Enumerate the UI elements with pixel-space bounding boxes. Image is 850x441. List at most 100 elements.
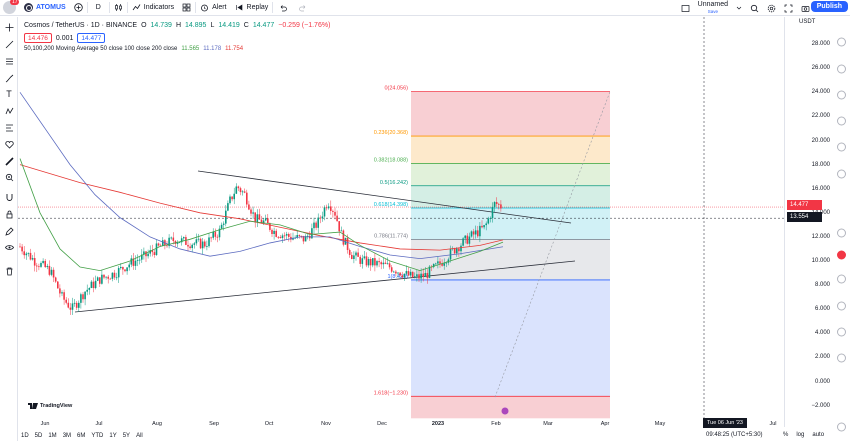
- side-circle-icon[interactable]: [837, 37, 846, 47]
- layout-icon[interactable]: [681, 4, 690, 13]
- timeframe-button[interactable]: YTD: [91, 433, 104, 439]
- candle-body: [388, 263, 391, 268]
- timeframe-button[interactable]: 5D: [34, 433, 43, 439]
- price-chart[interactable]: 0(24.056) 0.236(20.368) 0.382(18.088) 0.5(1…: [18, 17, 784, 421]
- candle-body: [168, 237, 170, 247]
- gear-icon[interactable]: [767, 4, 776, 13]
- percent-toggle[interactable]: %: [783, 432, 789, 438]
- record-icon[interactable]: [837, 250, 846, 260]
- candle-body: [170, 237, 172, 239]
- trend-line-tool[interactable]: [3, 38, 15, 50]
- brush-tool[interactable]: [3, 72, 15, 84]
- undo-button[interactable]: [273, 4, 293, 12]
- side-circle-icon[interactable]: [837, 353, 846, 363]
- timeframe-button[interactable]: 1Y: [109, 433, 117, 439]
- time-tick: Jul: [95, 421, 103, 427]
- candle-body: [105, 276, 107, 278]
- replay-button[interactable]: Replay: [231, 3, 273, 12]
- fullscreen-icon[interactable]: [784, 4, 793, 13]
- layers-icon[interactable]: [837, 422, 846, 432]
- sell-button[interactable]: 14.476: [24, 33, 52, 43]
- side-circle-icon[interactable]: [837, 64, 846, 74]
- candle-body: [73, 302, 76, 304]
- pattern-tool[interactable]: [3, 105, 15, 117]
- side-circle-icon[interactable]: [837, 301, 846, 311]
- measure-tool[interactable]: [3, 155, 15, 167]
- templates-button[interactable]: [178, 3, 195, 12]
- crosshair-tool[interactable]: [3, 21, 15, 33]
- candles-icon: [114, 4, 122, 11]
- chevron-down-icon[interactable]: [736, 5, 742, 11]
- auto-toggle[interactable]: auto: [812, 432, 825, 438]
- symbol-search[interactable]: ATOMUS: [20, 3, 70, 12]
- side-circle-icon[interactable]: [837, 116, 846, 126]
- open-label: O: [141, 22, 147, 29]
- candle-body: [273, 230, 275, 234]
- divider: [108, 2, 110, 13]
- ma-100-line: [19, 92, 504, 259]
- candle-body: [21, 246, 23, 252]
- remove-tool[interactable]: [3, 265, 15, 277]
- top-right-tools: Unnamed Save: [681, 0, 810, 16]
- grid-icon: [182, 3, 191, 12]
- price-tick: 6.000: [814, 306, 830, 313]
- publish-button[interactable]: Publish: [810, 1, 848, 12]
- candle-body: [386, 263, 389, 265]
- side-circle-icon[interactable]: [837, 90, 846, 100]
- camera-icon[interactable]: [801, 4, 810, 13]
- ma-100-value: 11.178: [203, 46, 222, 52]
- currency-label[interactable]: USDT: [799, 19, 816, 25]
- zoom-tool[interactable]: [3, 171, 15, 183]
- price-axis[interactable]: USDT 28.000 26.000 24.000 22.000 20.000 18.00…: [784, 17, 850, 432]
- text-tool[interactable]: T: [3, 88, 15, 100]
- alert-button[interactable]: Alert: [196, 3, 230, 12]
- timeframe-button[interactable]: 3M: [62, 433, 72, 439]
- side-circle-icon[interactable]: [837, 142, 846, 152]
- side-circle-icon[interactable]: [837, 169, 846, 179]
- interval-button[interactable]: D: [88, 4, 109, 11]
- candle-body: [141, 254, 143, 260]
- fib-trend-line: [494, 91, 611, 398]
- ma-50-line: [19, 158, 504, 272]
- last-price-label: 14.477: [787, 200, 822, 210]
- ma-label: 50,100,200 Moving Average 50 close 100 c…: [24, 46, 178, 52]
- redo-button[interactable]: [293, 4, 313, 12]
- candle-body: [193, 243, 196, 245]
- lock-tool[interactable]: [3, 208, 15, 220]
- indicators-icon: [132, 4, 141, 11]
- log-toggle[interactable]: log: [796, 432, 805, 438]
- candle-body: [344, 237, 347, 245]
- compare-button[interactable]: [70, 3, 87, 12]
- search-icon[interactable]: [750, 4, 759, 13]
- candle-body: [458, 248, 460, 252]
- candle-body: [472, 231, 475, 235]
- side-circle-icon[interactable]: [837, 228, 846, 238]
- high-value: 14.895: [185, 22, 207, 29]
- candle-body: [260, 219, 263, 224]
- candle-body: [216, 236, 219, 238]
- lock-drawings-tool[interactable]: [3, 225, 15, 237]
- timeframe-button[interactable]: 5Y: [122, 433, 131, 439]
- ma-legend[interactable]: 50,100,200 Moving Average 50 close 100 c…: [24, 46, 330, 52]
- fib-tool[interactable]: [3, 55, 15, 67]
- candle-body: [479, 225, 481, 237]
- indicators-button[interactable]: Indicators: [128, 3, 178, 12]
- magnet-tool[interactable]: [3, 191, 15, 203]
- price-tick: 28.000: [811, 41, 830, 48]
- candle-body: [338, 221, 340, 232]
- layout-name-button[interactable]: Unnamed Save: [698, 1, 728, 15]
- timeframe-button[interactable]: 6M: [77, 433, 86, 439]
- side-circle-icon[interactable]: [837, 274, 846, 284]
- timeframe-button[interactable]: 1M: [48, 433, 57, 439]
- hide-tool[interactable]: [3, 241, 15, 253]
- shapes-tool[interactable]: [3, 138, 15, 150]
- timeframe-button[interactable]: 1D: [21, 433, 29, 439]
- side-circle-icon[interactable]: [837, 327, 846, 337]
- candle-body: [214, 231, 217, 237]
- chart-type-button[interactable]: [110, 3, 127, 12]
- buy-button[interactable]: 14.477: [77, 33, 106, 43]
- candle-body: [267, 218, 269, 224]
- timeframe-button[interactable]: All: [136, 433, 143, 439]
- prediction-tool[interactable]: [3, 121, 15, 133]
- user-avatar[interactable]: 17: [3, 0, 19, 14]
